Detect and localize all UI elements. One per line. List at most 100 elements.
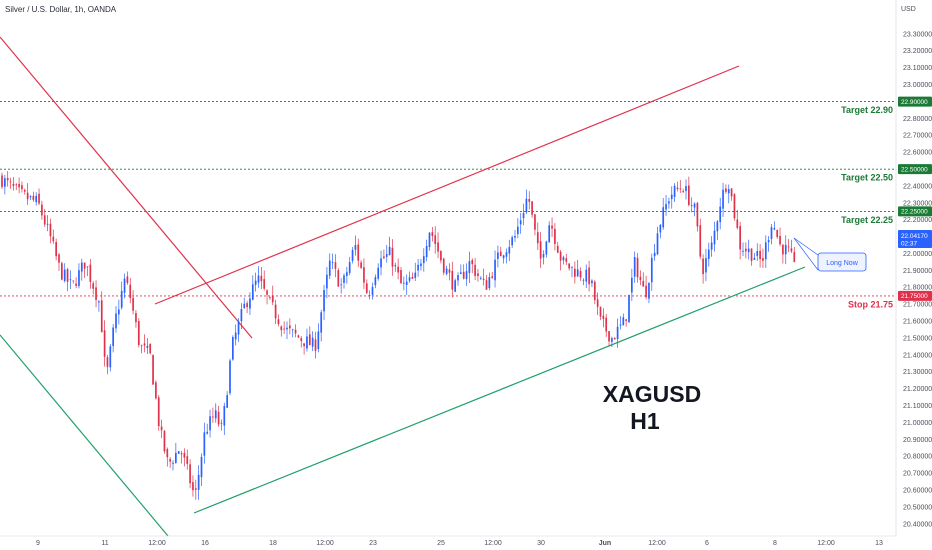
candle-body (280, 326, 283, 331)
candle-body (86, 266, 89, 268)
candle-body (782, 244, 784, 255)
candle-body (100, 300, 103, 333)
candle-body (422, 256, 425, 264)
candle-body (730, 188, 733, 197)
candle-body (639, 276, 642, 281)
candle-body (548, 225, 551, 243)
candle-body (257, 275, 260, 283)
candle-body (157, 397, 160, 427)
candle-body (622, 317, 625, 326)
candle-body (220, 422, 223, 424)
price-scale-bg (896, 0, 932, 550)
candle-body (103, 330, 106, 357)
candle-body (194, 488, 197, 490)
candle-body (705, 258, 707, 273)
candle-body (237, 321, 240, 335)
candle-body (306, 336, 308, 349)
candle-body (23, 190, 26, 192)
candle-body (115, 313, 117, 329)
candle-body (6, 178, 9, 181)
candle-body (665, 204, 667, 210)
candle-body (183, 452, 186, 458)
candle-body (260, 275, 263, 282)
candle-body (690, 205, 693, 206)
candle-body (4, 178, 6, 187)
candle-body (442, 258, 445, 273)
candle-body (383, 256, 385, 259)
candle-body (403, 282, 405, 284)
candle-body (297, 335, 300, 338)
candle-body (294, 329, 297, 334)
candle-body (619, 324, 622, 326)
price-tick-label: 21.40000 (903, 352, 932, 359)
candle-body (767, 240, 770, 243)
level-price-tag: 22.90000 (901, 99, 928, 106)
candle-body (727, 189, 730, 194)
candle-body (616, 326, 619, 340)
current-price: 22.04170 (901, 233, 928, 240)
time-tick-label: 16 (201, 540, 209, 547)
candle-body (152, 355, 154, 385)
candle-body (539, 241, 542, 259)
time-tick-label: 6 (705, 540, 709, 547)
candle-body (320, 312, 323, 333)
candle-body (377, 267, 380, 279)
candle-body (266, 290, 268, 295)
candle-body (214, 410, 217, 419)
candle-body (160, 426, 163, 431)
candle-body (346, 272, 348, 276)
price-tick-label: 21.20000 (903, 386, 932, 393)
long-now-callout[interactable]: Long Now (793, 237, 867, 272)
candle-body (659, 224, 662, 233)
candle-body (488, 277, 491, 289)
candle-body (243, 303, 246, 308)
candle-body (574, 268, 576, 277)
candle-body (43, 215, 46, 225)
candle-body (35, 195, 38, 203)
candle-body (217, 411, 220, 425)
candle-body (445, 268, 448, 275)
price-tick-label: 23.00000 (903, 82, 932, 89)
candle-body (494, 259, 496, 281)
callout-pointer-2 (793, 237, 819, 271)
candle-body (588, 267, 590, 285)
red-downtrend-line (0, 36, 253, 339)
candle-body (200, 456, 203, 478)
candle-body (308, 334, 311, 346)
candle-body (197, 474, 200, 490)
candle-body (502, 255, 505, 259)
current-price-box (898, 230, 932, 248)
candle-body (66, 269, 69, 282)
candle-body (693, 203, 696, 208)
candle-body (716, 221, 719, 232)
candle-body (733, 194, 736, 219)
time-tick-label: Jun (599, 540, 611, 547)
candle-body (109, 346, 112, 368)
candle-body (351, 250, 354, 261)
candle-body (562, 257, 565, 261)
candle-body (12, 183, 15, 186)
price-tick-label: 22.70000 (903, 133, 932, 140)
candle-body (645, 285, 647, 298)
candle-body (334, 262, 337, 269)
candle-body (725, 188, 727, 192)
candle-body (636, 257, 639, 278)
candle-body (568, 263, 570, 269)
time-tick-label: 12:00 (648, 540, 666, 547)
trend-lines (0, 36, 806, 537)
candle-body (169, 459, 171, 462)
candle-body (696, 202, 699, 227)
candle-body (542, 254, 545, 258)
candle-body (371, 286, 374, 295)
candle-body (437, 242, 439, 252)
time-tick-label: 18 (269, 540, 277, 547)
candle-body (63, 269, 66, 281)
candle-body (499, 251, 502, 257)
level-price-box (898, 290, 932, 301)
candle-body (460, 272, 462, 274)
candle-body (274, 304, 277, 319)
candle-body (756, 251, 759, 256)
candle-body (120, 290, 123, 308)
